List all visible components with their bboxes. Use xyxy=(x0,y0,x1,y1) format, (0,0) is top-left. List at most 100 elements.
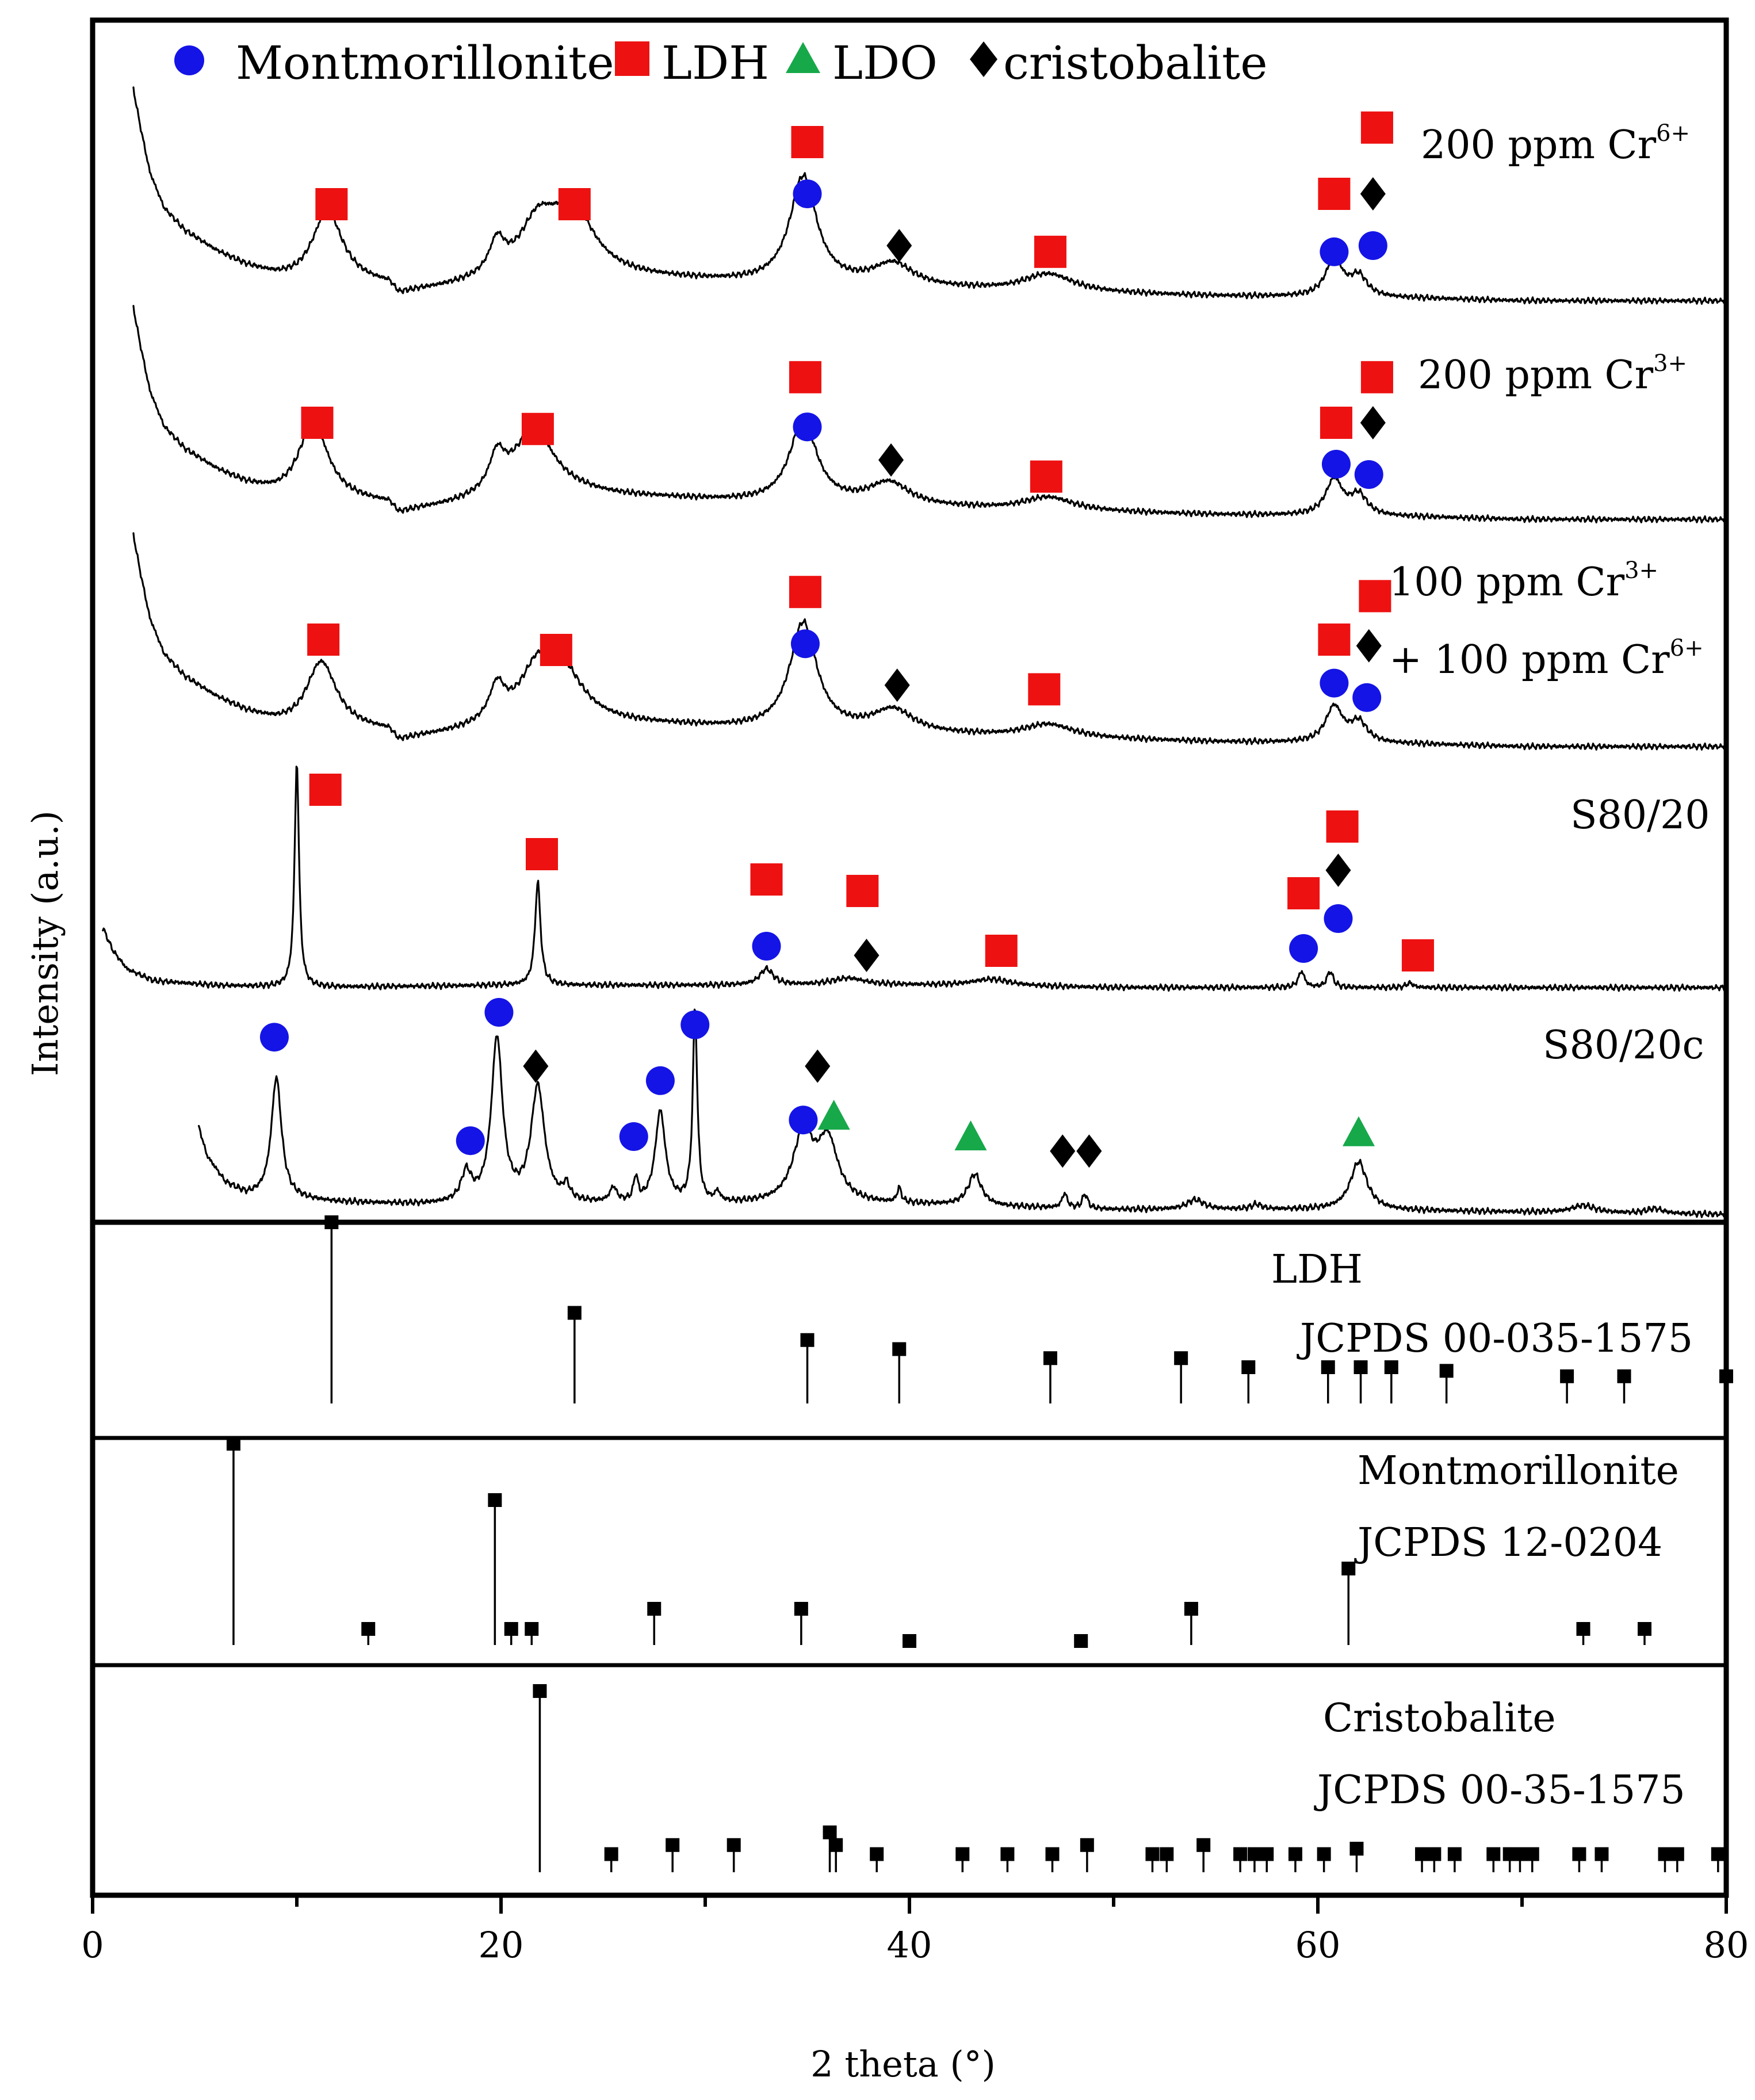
reference-label-ldh: LDH xyxy=(1271,1247,1363,1292)
montmorillonite-marker xyxy=(752,932,781,961)
series-label-superscript: 3+ xyxy=(1624,557,1658,584)
ldh-marker xyxy=(1359,580,1391,613)
reference-stick-head xyxy=(1233,1847,1248,1861)
x-axis-title: 2 theta (°) xyxy=(810,2043,996,2085)
ldh-marker xyxy=(315,188,348,220)
reference-stick-head xyxy=(1658,1847,1672,1861)
montmorillonite-marker xyxy=(259,1023,289,1052)
ldh-marker xyxy=(1318,178,1351,210)
reference-stick-head xyxy=(1145,1847,1160,1861)
y-axis-title: Intensity (a.u.) xyxy=(24,810,66,1076)
reference-stick-head xyxy=(794,1602,808,1616)
montmorillonite-marker xyxy=(1289,934,1318,963)
reference-stick-head xyxy=(567,1306,582,1320)
reference-stick-head xyxy=(1439,1364,1454,1378)
reference-stick-head xyxy=(1513,1847,1527,1861)
cristobalite-marker xyxy=(886,229,912,262)
reference-stick-head xyxy=(823,1825,837,1839)
reference-stick-head xyxy=(1572,1847,1586,1861)
series-label-s80-20: S80/20 xyxy=(1570,793,1710,838)
x-tick-label: 0 xyxy=(81,1924,104,1966)
legend-circle-marker xyxy=(174,45,204,75)
legend-square-marker xyxy=(615,41,649,76)
legend-diamond-marker xyxy=(970,41,997,77)
reference-stick-head xyxy=(1349,1842,1364,1856)
ldh-marker xyxy=(846,875,879,907)
montmorillonite-marker xyxy=(645,1066,675,1095)
ldh-marker xyxy=(526,838,558,870)
reference-label-montmorillonite: Montmorillonite xyxy=(1358,1448,1679,1494)
ldh-marker xyxy=(1401,939,1434,971)
reference-stick-head xyxy=(1045,1847,1060,1861)
reference-stick-head xyxy=(226,1437,240,1451)
montmorillonite-marker xyxy=(680,1010,710,1039)
cristobalite-marker xyxy=(523,1049,549,1083)
cristobalite-marker xyxy=(1356,629,1382,663)
xrd-trace-5 xyxy=(198,1008,1727,1218)
reference-stick-head xyxy=(1595,1847,1609,1861)
montmorillonite-marker xyxy=(1320,237,1349,266)
series-label-main: 200 ppm Cr xyxy=(1421,123,1657,168)
montmorillonite-marker xyxy=(1320,668,1349,698)
reference-stick-head xyxy=(1486,1847,1501,1861)
reference-stick-head xyxy=(1341,1562,1356,1575)
series-label-main: + 100 ppm Cr xyxy=(1389,637,1670,683)
series-label-main: 200 ppm Cr xyxy=(1418,353,1654,398)
series-label-200ppm-cr6: 200 ppm Cr6+ xyxy=(1421,120,1690,168)
montmorillonite-marker xyxy=(456,1126,485,1156)
xrd-trace-2 xyxy=(132,305,1727,523)
reference-stick-head xyxy=(955,1847,970,1861)
montmorillonite-marker xyxy=(789,1106,818,1135)
montmorillonite-marker xyxy=(484,998,514,1027)
montmorillonite-marker xyxy=(1352,683,1382,712)
reference-stick-head xyxy=(1000,1847,1015,1861)
reference-stick-head xyxy=(892,1342,907,1356)
xrd-trace-1 xyxy=(132,86,1727,305)
reference-stick-head xyxy=(1638,1622,1651,1636)
xrd-trace-4 xyxy=(102,766,1727,992)
legend-label-montmorillonite: Montmorillonite xyxy=(236,36,614,90)
ldh-marker xyxy=(1360,361,1393,393)
x-axis: 0 20 40 60 80 xyxy=(81,1895,1749,1966)
reference-stick-head xyxy=(1080,1838,1094,1852)
montmorillonite-marker xyxy=(793,179,822,208)
reference-stick-head xyxy=(1711,1847,1725,1861)
phase-markers xyxy=(259,111,1434,1168)
cristobalite-marker xyxy=(805,1049,831,1083)
legend-triangle-marker xyxy=(786,42,820,73)
cristobalite-marker xyxy=(878,443,904,477)
reference-stick-head xyxy=(1160,1847,1174,1861)
reference-stick-head xyxy=(504,1622,518,1636)
montmorillonite-marker xyxy=(1321,450,1351,479)
reference-stick-head xyxy=(361,1622,376,1636)
series-label-superscript: 3+ xyxy=(1653,350,1687,377)
reference-stick-head xyxy=(1427,1847,1442,1861)
reference-stick-head xyxy=(604,1847,618,1861)
reference-stick-head xyxy=(666,1838,680,1852)
series-label-superscript: 6+ xyxy=(1670,635,1704,661)
ldh-marker xyxy=(789,361,821,393)
reference-stick-head xyxy=(1184,1602,1198,1616)
ldh-marker xyxy=(791,126,824,158)
ldh-marker xyxy=(1030,460,1062,493)
cristobalite-marker xyxy=(1050,1134,1076,1168)
reference-stick-head xyxy=(1576,1622,1590,1636)
ldh-marker xyxy=(1318,624,1351,656)
reference-stick-head xyxy=(1353,1360,1368,1374)
ldh-marker xyxy=(789,576,821,609)
x-tick-label: 60 xyxy=(1295,1924,1341,1966)
reference-stick-head xyxy=(1043,1351,1057,1365)
montmorillonite-marker xyxy=(793,412,822,442)
reference-stick-head xyxy=(870,1847,884,1861)
reference-stick-head xyxy=(1247,1847,1261,1861)
cristobalite-marker xyxy=(1325,854,1351,887)
montmorillonite-marker xyxy=(1354,460,1383,489)
reference-stick-head xyxy=(1617,1369,1631,1383)
cristobalite-marker xyxy=(854,939,880,972)
reference-label-cristobalite: Cristobalite xyxy=(1323,1696,1556,1741)
reference-sticks xyxy=(226,1215,1733,1872)
reference-stick-head xyxy=(1415,1847,1429,1861)
legend-label-ldh: LDH xyxy=(662,36,769,90)
ldh-marker xyxy=(1034,235,1066,268)
x-tick-label: 40 xyxy=(887,1924,932,1966)
